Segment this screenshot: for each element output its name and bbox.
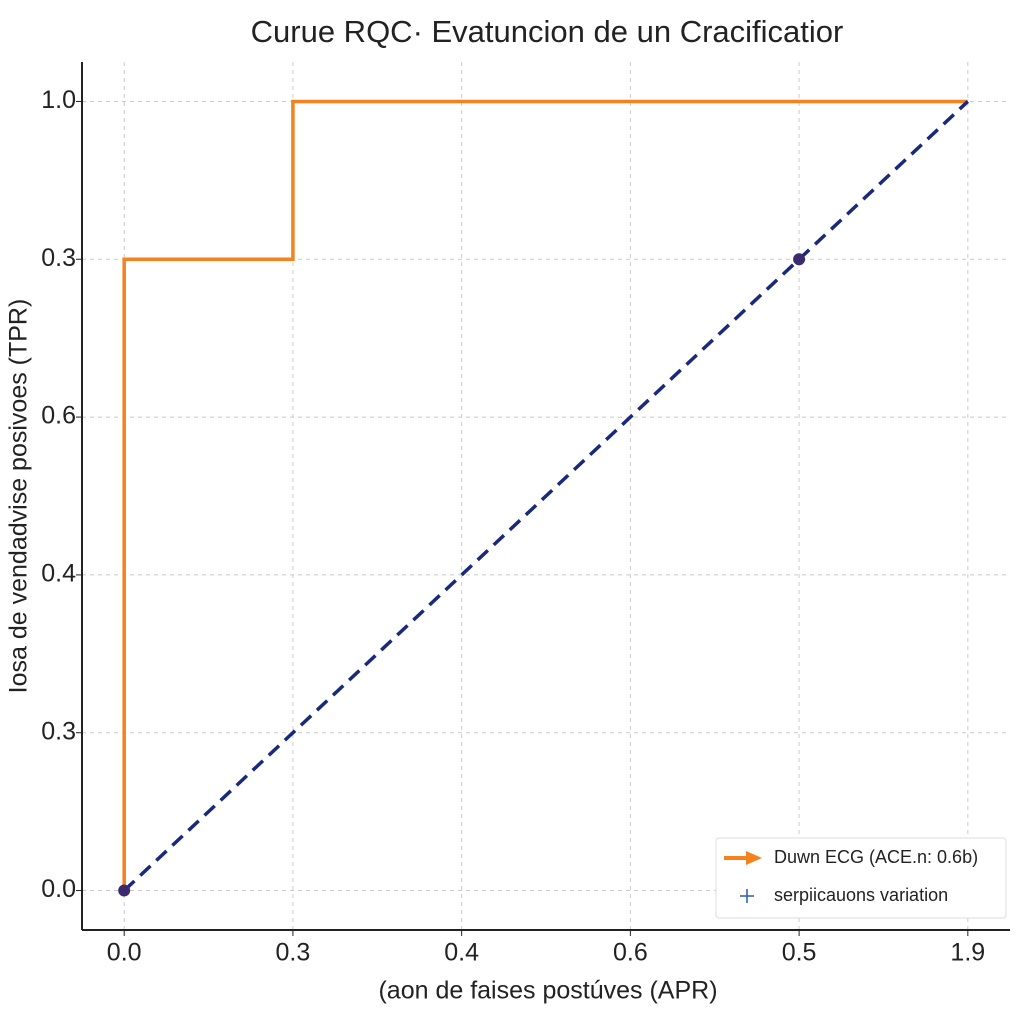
- y-axis-label: Iosa de vendadvise posivoes (TPR): [5, 299, 33, 694]
- y-tick-label: 0.3: [41, 717, 76, 745]
- x-tick-label: 1.9: [950, 939, 985, 967]
- series-line: [122, 99, 968, 891]
- legend-label: Duwn ECG (ACE.n: 0.6b): [774, 847, 978, 867]
- y-tick-label: 0.0: [41, 875, 76, 903]
- x-axis-label: (aon de faises postúves (APR): [378, 977, 717, 1005]
- y-tick-label: 0.6: [41, 402, 76, 430]
- y-tick-label: 1.0: [41, 86, 76, 114]
- series-line: [122, 100, 970, 892]
- point: [118, 884, 131, 897]
- point: [793, 253, 806, 266]
- x-tick-label: 0.5: [782, 939, 817, 967]
- x-tick-label: 0.0: [107, 939, 142, 967]
- legend-box: [715, 837, 1007, 919]
- x-tick-label: 0.6: [613, 939, 648, 967]
- legend-marker: [746, 851, 762, 865]
- chart-title: Curue RQC· Evatuncion de un Cracificatio…: [251, 14, 844, 49]
- x-tick-label: 0.4: [444, 939, 479, 967]
- legend-label: serpiicauons variation: [774, 885, 948, 905]
- y-tick-label: 0.3: [41, 244, 76, 272]
- legend-marker: [740, 889, 754, 903]
- legend: Duwn ECG (ACE.n: 0.6b) serpiicauons varia…: [715, 837, 1007, 919]
- x-tick-label: 0.3: [276, 939, 311, 967]
- y-tick-label: 0.4: [41, 560, 76, 588]
